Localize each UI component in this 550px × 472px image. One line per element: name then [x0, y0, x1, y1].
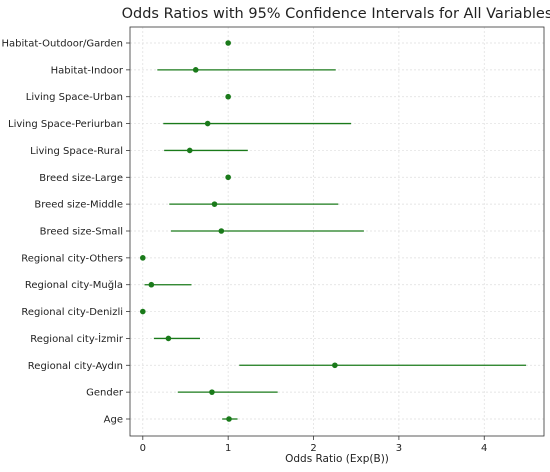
- y-tick-label: Breed size-Large: [39, 173, 123, 184]
- odds-ratio-point: [140, 308, 146, 315]
- odds-ratio-point: [225, 40, 231, 46]
- x-tick-label: 2: [310, 443, 316, 454]
- y-tick-label: Age: [104, 415, 123, 426]
- y-tick-label: Habitat-Outdoor/Garden: [2, 39, 123, 50]
- y-tick-label: Habitat-Indoor: [51, 65, 124, 76]
- plot-frame: [129, 26, 545, 437]
- chart-title: Odds Ratios with 95% Confidence Interval…: [122, 6, 550, 22]
- y-tick-label: Living Space-Urban: [26, 92, 123, 103]
- odds-ratio-point: [218, 228, 225, 234]
- odds-ratio-point: [165, 335, 172, 342]
- odds-ratio-point: [225, 174, 231, 181]
- odds-ratio-point: [226, 416, 232, 422]
- x-axis-label: Odds Ratio (Exp(B)): [285, 453, 389, 465]
- y-tick-label: Regional city-Denizli: [21, 307, 123, 318]
- plot-area: 0 1 2 3 4 Habitat-Outdoor/Garden Habitat-Indoo…: [2, 26, 545, 454]
- y-tick-label: Breed size-Middle: [34, 200, 123, 211]
- y-tick-label: Living Space-Periurban: [8, 119, 123, 130]
- y-tick-label: Regional city-Muğla: [25, 279, 123, 291]
- odds-ratio-point: [148, 281, 155, 288]
- x-tick-label: 0: [140, 443, 146, 454]
- x-tick-label: 1: [225, 443, 231, 454]
- odds-ratio-point: [209, 389, 215, 395]
- y-tick-label: Regional city-Aydın: [28, 361, 123, 372]
- odds-ratio-point: [140, 255, 146, 261]
- odds-ratio-point: [186, 147, 193, 154]
- y-tick-label: Regional city-İzmir: [30, 332, 124, 345]
- odds-ratio-point: [211, 201, 218, 207]
- odds-ratio-point: [204, 120, 211, 127]
- x-tick-label: 3: [396, 443, 402, 454]
- odds-ratio-point: [332, 362, 338, 369]
- odds-ratio-point: [192, 67, 199, 73]
- x-tick-label: 4: [481, 443, 487, 454]
- y-tick-label: Gender: [86, 388, 124, 399]
- y-tick-label: Breed size-Small: [40, 227, 123, 238]
- y-tick-label: Living Space-Rural: [30, 146, 123, 157]
- odds-ratio-point: [225, 93, 231, 100]
- y-tick-label: Regional city-Others: [21, 253, 123, 264]
